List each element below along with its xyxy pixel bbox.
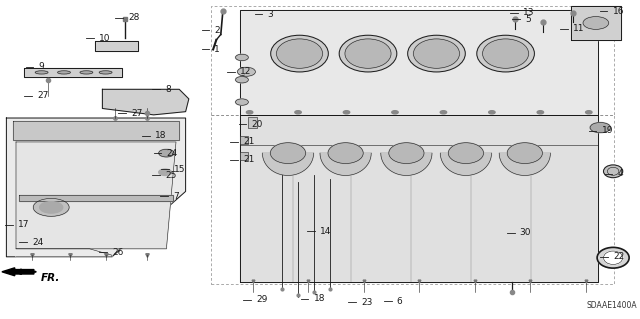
Text: 21: 21 xyxy=(243,137,255,146)
Text: FR.: FR. xyxy=(41,273,60,283)
Circle shape xyxy=(237,67,255,76)
Ellipse shape xyxy=(604,165,623,178)
Text: 23: 23 xyxy=(361,298,372,307)
Circle shape xyxy=(590,122,611,133)
Ellipse shape xyxy=(276,39,323,68)
Text: 12: 12 xyxy=(240,67,252,76)
Text: 28: 28 xyxy=(128,13,140,22)
Circle shape xyxy=(40,202,63,213)
Circle shape xyxy=(583,17,609,29)
Circle shape xyxy=(586,111,592,114)
Polygon shape xyxy=(262,153,314,175)
Text: 7: 7 xyxy=(173,192,179,201)
Text: 18: 18 xyxy=(155,131,166,140)
Ellipse shape xyxy=(58,71,70,74)
Text: 18: 18 xyxy=(314,294,325,303)
Ellipse shape xyxy=(448,143,484,164)
Polygon shape xyxy=(16,142,176,249)
Text: 26: 26 xyxy=(112,248,124,256)
Text: 27: 27 xyxy=(37,91,49,100)
Ellipse shape xyxy=(80,71,93,74)
FancyBboxPatch shape xyxy=(240,152,248,160)
Text: 21: 21 xyxy=(243,155,255,164)
Circle shape xyxy=(159,169,172,175)
Ellipse shape xyxy=(413,39,460,68)
Ellipse shape xyxy=(345,39,391,68)
Text: 9: 9 xyxy=(38,63,44,71)
Polygon shape xyxy=(499,153,550,175)
Text: 8: 8 xyxy=(165,85,171,94)
Text: 24: 24 xyxy=(166,149,178,158)
Text: 22: 22 xyxy=(613,252,625,261)
Text: 4: 4 xyxy=(618,169,623,178)
FancyBboxPatch shape xyxy=(248,117,257,128)
Circle shape xyxy=(33,198,69,216)
Text: 16: 16 xyxy=(612,7,624,16)
Circle shape xyxy=(392,111,398,114)
Circle shape xyxy=(440,111,447,114)
Ellipse shape xyxy=(483,39,529,68)
Polygon shape xyxy=(16,249,112,257)
FancyArrow shape xyxy=(2,268,34,276)
Circle shape xyxy=(246,111,253,114)
Circle shape xyxy=(343,111,349,114)
Ellipse shape xyxy=(477,35,534,72)
Ellipse shape xyxy=(388,143,424,164)
Text: 10: 10 xyxy=(99,34,111,43)
Text: 13: 13 xyxy=(523,8,534,17)
Circle shape xyxy=(236,77,248,83)
Text: 27: 27 xyxy=(131,109,143,118)
Ellipse shape xyxy=(270,143,306,164)
Circle shape xyxy=(236,99,248,105)
Circle shape xyxy=(159,149,174,157)
Polygon shape xyxy=(95,41,138,51)
Polygon shape xyxy=(6,118,186,257)
Text: 5: 5 xyxy=(525,15,531,24)
Polygon shape xyxy=(440,153,492,175)
Text: 29: 29 xyxy=(256,295,268,304)
Circle shape xyxy=(537,111,543,114)
Text: 25: 25 xyxy=(165,171,177,180)
Text: 15: 15 xyxy=(174,165,186,174)
Ellipse shape xyxy=(328,143,364,164)
Polygon shape xyxy=(240,115,598,282)
Polygon shape xyxy=(24,68,122,77)
Text: 24: 24 xyxy=(32,238,44,247)
Circle shape xyxy=(236,54,248,61)
Text: 6: 6 xyxy=(397,297,403,306)
Polygon shape xyxy=(320,153,371,175)
Text: 11: 11 xyxy=(573,24,584,33)
Text: 17: 17 xyxy=(18,220,29,229)
Text: 2: 2 xyxy=(214,26,220,35)
Polygon shape xyxy=(19,195,173,201)
Ellipse shape xyxy=(507,143,543,164)
Text: 30: 30 xyxy=(520,228,531,237)
Polygon shape xyxy=(13,121,179,140)
Text: 14: 14 xyxy=(320,227,332,236)
Ellipse shape xyxy=(99,71,112,74)
Circle shape xyxy=(295,111,301,114)
Polygon shape xyxy=(102,89,189,115)
FancyBboxPatch shape xyxy=(240,136,248,144)
Text: SDAAE1400A: SDAAE1400A xyxy=(586,301,637,310)
Ellipse shape xyxy=(339,35,397,72)
Text: 20: 20 xyxy=(252,120,263,129)
Ellipse shape xyxy=(604,251,623,264)
Text: 3: 3 xyxy=(268,10,273,19)
Text: 19: 19 xyxy=(602,126,613,135)
Circle shape xyxy=(489,111,495,114)
Polygon shape xyxy=(571,6,621,40)
Polygon shape xyxy=(381,153,432,175)
Polygon shape xyxy=(240,10,598,115)
Ellipse shape xyxy=(408,35,465,72)
Ellipse shape xyxy=(271,35,328,72)
Ellipse shape xyxy=(35,71,48,74)
Text: 1: 1 xyxy=(214,45,220,54)
Ellipse shape xyxy=(597,248,629,268)
